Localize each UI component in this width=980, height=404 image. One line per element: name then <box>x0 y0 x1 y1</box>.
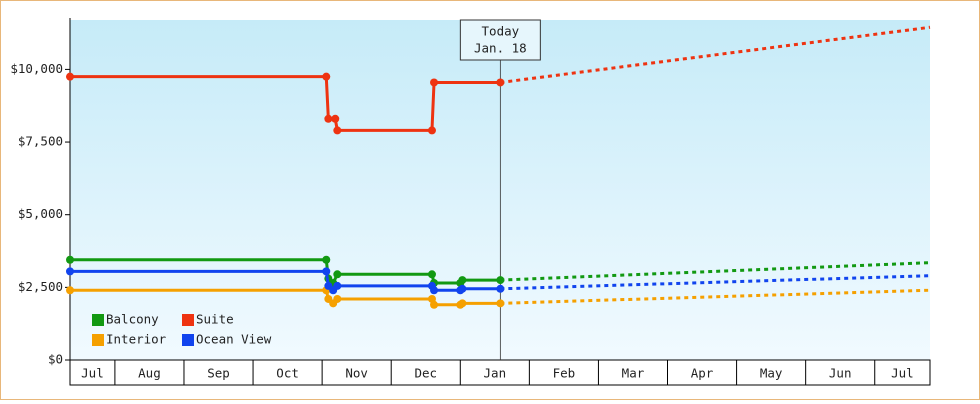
legend-swatch <box>92 334 104 346</box>
point <box>322 267 331 276</box>
legend-label: Ocean View <box>196 332 272 347</box>
legend-swatch <box>92 314 104 326</box>
x-tick-label: Dec <box>414 366 437 381</box>
x-tick-label: Jul <box>891 366 914 381</box>
x-tick-label: Aug <box>138 366 161 381</box>
forecast-line <box>500 25 931 84</box>
point <box>496 276 505 285</box>
today-label: Jan. 18 <box>474 41 527 56</box>
x-tick-label: Feb <box>553 366 576 381</box>
point <box>66 286 74 295</box>
point <box>496 78 505 87</box>
y-tick-label: $2,500 <box>18 279 63 294</box>
point <box>458 276 467 285</box>
y-tick-label: $0 <box>48 352 63 367</box>
legend-swatch <box>182 334 194 346</box>
legend-label: Balcony <box>106 312 159 327</box>
point <box>333 281 342 290</box>
point <box>66 72 74 81</box>
x-tick-label: Nov <box>345 366 368 381</box>
today-label: Today <box>482 24 520 39</box>
point <box>427 126 436 135</box>
legend-swatch <box>182 314 194 326</box>
point <box>324 114 333 123</box>
today-box <box>459 19 541 61</box>
x-tick-label: Jul <box>81 366 104 381</box>
legend-label: Suite <box>196 312 234 327</box>
x-tick-label: Jun <box>829 366 852 381</box>
point <box>427 270 436 279</box>
point <box>66 255 74 264</box>
y-tick-label: $7,500 <box>18 134 63 149</box>
x-tick-label: Sep <box>207 366 230 381</box>
point <box>333 126 342 135</box>
point <box>496 299 505 308</box>
point <box>458 284 467 293</box>
point <box>496 284 505 293</box>
x-tick-label: Jan <box>484 366 507 381</box>
point <box>430 286 439 295</box>
x-tick-label: May <box>760 366 783 381</box>
point <box>322 255 331 264</box>
y-tick-label: $5,000 <box>18 206 63 221</box>
x-tick-label: Mar <box>622 366 645 381</box>
legend-label: Interior <box>106 332 167 347</box>
y-tick-label: $10,000 <box>10 61 63 76</box>
point <box>333 294 342 303</box>
point <box>333 270 342 279</box>
point <box>322 72 331 81</box>
point <box>66 267 74 276</box>
series-line <box>70 75 501 132</box>
x-tick-label: Oct <box>276 366 299 381</box>
point <box>430 300 439 309</box>
point <box>458 299 467 308</box>
point <box>331 114 340 123</box>
x-tick-label: Apr <box>691 366 714 381</box>
point <box>430 78 439 87</box>
